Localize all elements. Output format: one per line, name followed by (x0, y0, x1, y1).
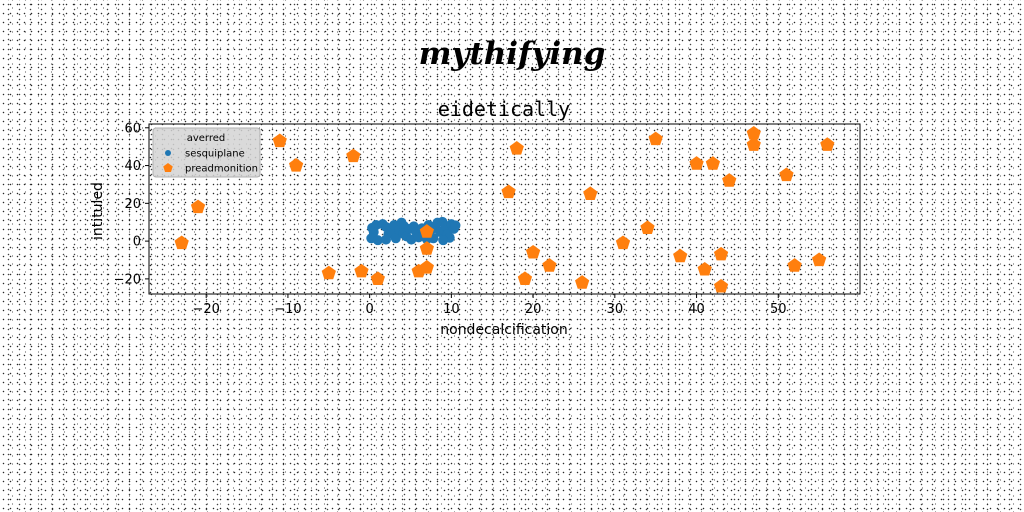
x-tick-label: 10 (443, 302, 460, 317)
data-point-preadmonition-17 (575, 275, 590, 289)
y-tick-label: 20 (124, 197, 141, 212)
data-point-preadmonition-23 (689, 156, 704, 170)
y-axis: −20 0 20 40 60 (114, 121, 149, 287)
data-point-preadmonition-31 (779, 167, 794, 182)
data-point-sesquiplane-4 (372, 235, 383, 246)
data-point-preadmonition-26 (713, 246, 729, 261)
legend: averred sesquiplane preadmonition (152, 127, 261, 178)
data-point-sesquiplane-11 (390, 233, 401, 244)
data-point-preadmonition-32 (787, 258, 802, 272)
data-point-preadmonition-14 (517, 271, 533, 285)
y-axis-label: intituled (90, 182, 106, 240)
data-point-preadmonition-12 (501, 184, 516, 199)
data-point-sesquiplane-9 (381, 234, 391, 245)
plot-frame (148, 123, 861, 295)
data-point-preadmonition-10 (419, 241, 434, 255)
x-tick-label: 0 (366, 302, 374, 317)
y-tick-label: −20 (114, 272, 141, 287)
data-point-preadmonition-21 (648, 131, 663, 146)
y-tick-label: 0 (133, 235, 141, 250)
data-point-sesquiplane-37 (450, 220, 461, 231)
data-point-preadmonition-5 (346, 148, 361, 163)
x-axis-label: nondecalcification (440, 322, 567, 338)
data-point-preadmonition-24 (697, 261, 712, 276)
x-tick-label: −10 (274, 302, 301, 317)
data-point-preadmonition-15 (525, 244, 541, 259)
data-point-preadmonition-11 (419, 224, 434, 238)
data-point-preadmonition-1 (190, 199, 206, 214)
data-point-preadmonition-0 (174, 235, 189, 250)
data-point-preadmonition-25 (705, 156, 721, 170)
data-point-preadmonition-20 (640, 220, 655, 234)
x-tick-label: 50 (770, 302, 787, 317)
x-tick-label: 20 (525, 302, 542, 317)
legend-marker-preadmonition (163, 163, 173, 173)
data-point-preadmonition-34 (820, 137, 835, 151)
page-title: mythifying (418, 36, 606, 72)
y-tick-label: 40 (124, 159, 141, 174)
data-point-sesquiplane-38 (438, 235, 449, 246)
data-point-preadmonition-3 (288, 158, 304, 172)
data-point-preadmonition-28 (722, 173, 737, 187)
plot-marks (174, 125, 835, 293)
data-point-preadmonition-13 (509, 141, 524, 155)
legend-marker-sesquiplane (165, 150, 171, 156)
data-point-preadmonition-2 (272, 133, 287, 148)
legend-entry-sesquiplane: sesquiplane (185, 149, 245, 160)
chart-title: eidetically (438, 97, 570, 121)
x-tick-label: 30 (607, 302, 624, 317)
data-point-preadmonition-16 (542, 258, 557, 272)
data-point-preadmonition-6 (354, 263, 369, 278)
y-tick-label: 60 (124, 121, 141, 136)
data-point-preadmonition-4 (321, 265, 336, 280)
data-point-preadmonition-29 (746, 125, 761, 140)
data-point-preadmonition-18 (583, 186, 598, 200)
legend-title: averred (187, 133, 226, 144)
x-tick-label: −20 (192, 302, 219, 317)
data-point-preadmonition-27 (713, 278, 729, 293)
data-point-preadmonition-22 (673, 248, 688, 263)
data-point-preadmonition-9 (419, 260, 434, 274)
legend-box (152, 127, 261, 178)
legend-entry-preadmonition: preadmonition (185, 164, 258, 175)
data-point-preadmonition-33 (812, 252, 827, 267)
data-point-preadmonition-19 (615, 235, 631, 250)
data-point-preadmonition-7 (370, 271, 385, 285)
x-axis: −20 −10 0 10 20 30 40 50 (192, 294, 787, 317)
data-point-preadmonition-30 (746, 137, 761, 151)
x-tick-label: 40 (688, 302, 705, 317)
